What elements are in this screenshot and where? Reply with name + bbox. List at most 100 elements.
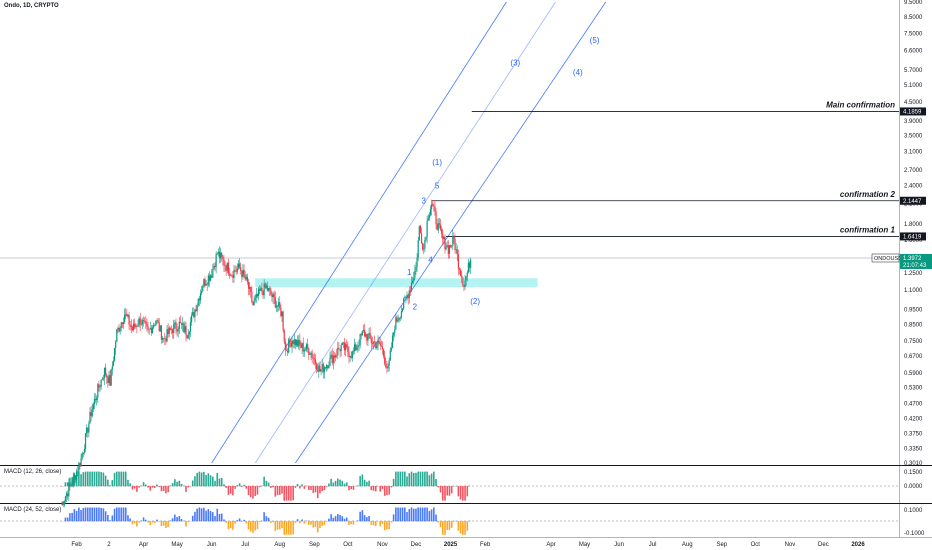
candle[interactable]: [348, 352, 350, 357]
candle[interactable]: [96, 397, 98, 401]
channel-lower-line[interactable]: [295, 1, 607, 464]
candle[interactable]: [340, 344, 342, 352]
candle[interactable]: [140, 324, 142, 325]
candle[interactable]: [179, 321, 182, 324]
channel-middle-line[interactable]: [254, 1, 556, 464]
candle[interactable]: [362, 329, 365, 332]
candle[interactable]: [367, 334, 369, 341]
candle[interactable]: [92, 404, 94, 410]
candle[interactable]: [157, 320, 159, 323]
candle[interactable]: [270, 289, 272, 295]
candle[interactable]: [175, 322, 177, 330]
candle[interactable]: [256, 293, 259, 297]
candle[interactable]: [110, 369, 112, 386]
candle[interactable]: [81, 454, 83, 459]
candle[interactable]: [77, 471, 79, 472]
candle[interactable]: [327, 365, 329, 369]
candle[interactable]: [204, 279, 206, 286]
candle[interactable]: [199, 293, 202, 301]
candle[interactable]: [350, 356, 352, 358]
candle[interactable]: [176, 329, 178, 332]
candle[interactable]: [424, 240, 426, 249]
candle[interactable]: [207, 275, 209, 285]
candle[interactable]: [232, 275, 234, 278]
candle[interactable]: [405, 296, 407, 298]
candle[interactable]: [130, 325, 132, 328]
candle[interactable]: [263, 283, 265, 296]
candle[interactable]: [316, 363, 318, 370]
candle[interactable]: [145, 321, 147, 324]
candle[interactable]: [218, 251, 221, 259]
symbol-title[interactable]: Ondo, 1D, CRYPTO: [4, 3, 59, 9]
candle[interactable]: [413, 278, 415, 282]
candle[interactable]: [173, 324, 175, 334]
candle[interactable]: [309, 354, 311, 356]
candle[interactable]: [78, 463, 80, 472]
candle[interactable]: [83, 448, 86, 453]
candle[interactable]: [426, 220, 428, 238]
candle[interactable]: [374, 341, 376, 343]
candle[interactable]: [422, 243, 424, 250]
candle[interactable]: [380, 345, 382, 347]
candle[interactable]: [466, 272, 468, 277]
candle[interactable]: [353, 344, 356, 351]
candle[interactable]: [436, 224, 438, 231]
candle[interactable]: [94, 399, 97, 401]
candle[interactable]: [299, 339, 301, 345]
candle[interactable]: [294, 339, 296, 346]
candle[interactable]: [377, 340, 379, 346]
candle[interactable]: [126, 313, 128, 317]
candle[interactable]: [300, 344, 302, 348]
candle[interactable]: [246, 276, 248, 282]
candle[interactable]: [338, 347, 340, 350]
candle[interactable]: [452, 236, 454, 246]
candle[interactable]: [137, 325, 139, 327]
candle[interactable]: [391, 335, 394, 349]
candle[interactable]: [65, 493, 68, 497]
candle[interactable]: [435, 211, 437, 225]
candle[interactable]: [337, 347, 339, 356]
candle[interactable]: [419, 225, 422, 234]
candle[interactable]: [74, 475, 77, 480]
candle[interactable]: [159, 325, 161, 331]
candle[interactable]: [261, 287, 263, 292]
candle[interactable]: [102, 378, 104, 380]
candle[interactable]: [280, 307, 282, 317]
candle[interactable]: [156, 320, 158, 322]
candle[interactable]: [88, 423, 90, 433]
candle[interactable]: [221, 252, 223, 257]
candle[interactable]: [385, 363, 387, 368]
candle[interactable]: [297, 340, 299, 347]
candle[interactable]: [393, 332, 395, 336]
candle[interactable]: [412, 281, 414, 283]
candle[interactable]: [407, 295, 409, 299]
candle[interactable]: [262, 291, 264, 296]
candle[interactable]: [302, 343, 304, 352]
candle[interactable]: [451, 245, 453, 247]
candle[interactable]: [86, 427, 88, 434]
candle[interactable]: [290, 342, 292, 347]
candle[interactable]: [434, 206, 436, 212]
support-zone[interactable]: [255, 278, 538, 287]
candle[interactable]: [283, 330, 285, 342]
candle[interactable]: [222, 256, 224, 260]
candle[interactable]: [230, 275, 232, 276]
candle[interactable]: [360, 334, 362, 336]
candle[interactable]: [389, 350, 391, 361]
candle[interactable]: [343, 342, 346, 351]
candle[interactable]: [341, 342, 343, 345]
candle[interactable]: [430, 204, 433, 210]
candle[interactable]: [264, 283, 266, 288]
candle[interactable]: [235, 271, 237, 272]
candle[interactable]: [206, 283, 208, 285]
candle[interactable]: [100, 379, 102, 387]
candle[interactable]: [265, 285, 267, 288]
candle[interactable]: [345, 344, 347, 351]
candle[interactable]: [226, 262, 228, 271]
candle[interactable]: [187, 334, 189, 339]
candle[interactable]: [457, 254, 459, 269]
candle[interactable]: [303, 349, 305, 352]
candle[interactable]: [372, 341, 375, 344]
candle[interactable]: [216, 253, 218, 255]
candle[interactable]: [336, 355, 338, 356]
